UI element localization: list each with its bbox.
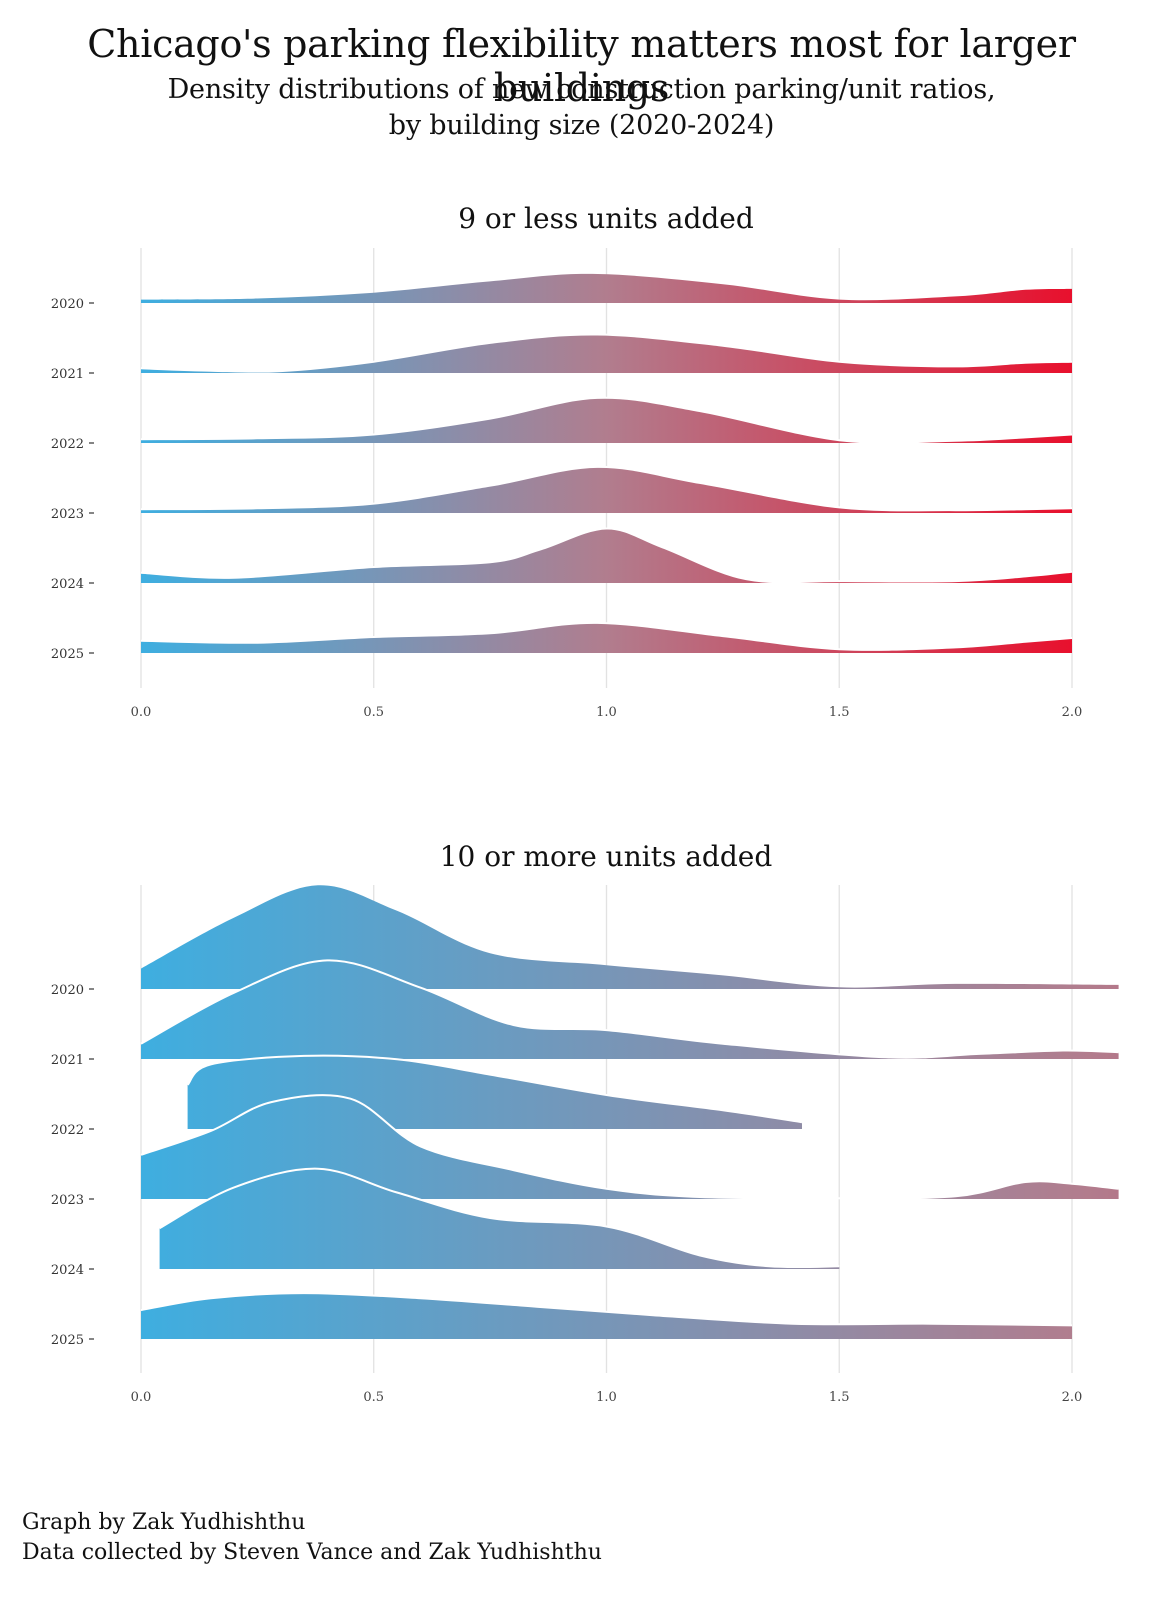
x-tick-label: 0.5 xyxy=(363,1390,384,1405)
y-tick-label: 2022 xyxy=(51,1123,84,1138)
x-tick-label: 1.5 xyxy=(829,1390,850,1405)
ridge-area-2025 xyxy=(141,1293,1072,1339)
ridge-area-2021 xyxy=(141,334,1072,373)
chart-title: Chicago's parking flexibility matters mo… xyxy=(87,22,1076,110)
y-tick-label: 2024 xyxy=(51,577,84,592)
chart-subtitle-line2: by building size (2020-2024) xyxy=(388,110,775,141)
ridge-outline-2021 xyxy=(140,333,1073,373)
ridge-outline-2022 xyxy=(140,396,1073,444)
ridge-area-2023 xyxy=(141,1095,1119,1199)
y-tick-label: 2023 xyxy=(51,507,84,522)
chart-subtitle-line1: Density distributions of new constructio… xyxy=(167,74,996,105)
y-tick-label: 2021 xyxy=(51,1053,84,1068)
credit-graph-by: Graph by Zak Yudhishthu xyxy=(22,1510,306,1535)
x-tick-label: 1.0 xyxy=(596,1390,617,1405)
x-tick-label: 1.5 xyxy=(829,705,850,720)
ridge-outline-2023 xyxy=(140,465,1073,512)
x-tick-label: 1.0 xyxy=(596,705,617,720)
y-tick-label: 2023 xyxy=(51,1193,84,1208)
ridge-outline-2024 xyxy=(140,527,1073,584)
y-tick-label: 2024 xyxy=(51,1263,84,1278)
ridge-area-2024 xyxy=(141,528,1072,583)
y-tick-label: 2025 xyxy=(51,647,84,662)
ridge-area-2020 xyxy=(141,273,1072,303)
ridge-outline-2021 xyxy=(140,959,1119,1059)
panel-title: 9 or less units added xyxy=(458,202,754,235)
panel-title: 10 or more units added xyxy=(440,840,773,873)
ridge-outline-2025 xyxy=(140,621,1073,651)
credit-data-collected: Data collected by Steven Vance and Zak Y… xyxy=(22,1540,602,1565)
y-tick-label: 2020 xyxy=(51,297,84,312)
y-tick-label: 2021 xyxy=(51,367,84,382)
y-tick-label: 2020 xyxy=(51,983,84,998)
ridge-outline-2024 xyxy=(159,1167,840,1269)
x-tick-label: 2.0 xyxy=(1062,705,1083,720)
ridge-outline-2025 xyxy=(140,1292,1073,1327)
panel-large-buildings: 10 or more units added 0.0 0.5 1.0 1.5 2.0 202… xyxy=(51,840,1119,1405)
ridge-area-2020 xyxy=(141,885,1119,989)
ridge-area-2024 xyxy=(159,1168,840,1269)
panel-small-buildings: 9 or less units added 0.0 0.5 1.0 1.5 2.0 2020… xyxy=(51,202,1082,720)
x-tick-label: 2.0 xyxy=(1062,1390,1083,1405)
x-tick-label: 0.0 xyxy=(131,705,152,720)
ridge-area-2022 xyxy=(141,397,1072,443)
ridge-outline-2023 xyxy=(140,1094,1119,1200)
y-tick-label: 2022 xyxy=(51,437,84,452)
x-tick-label: 0.0 xyxy=(131,1390,152,1405)
ridge-area-2021 xyxy=(141,960,1119,1059)
y-tick-label: 2025 xyxy=(51,1333,84,1348)
x-tick-label: 0.5 xyxy=(363,705,384,720)
ridge-outline-2022 xyxy=(186,1054,803,1124)
ridge-area-2025 xyxy=(141,622,1072,653)
ridge-area-2023 xyxy=(141,466,1072,513)
